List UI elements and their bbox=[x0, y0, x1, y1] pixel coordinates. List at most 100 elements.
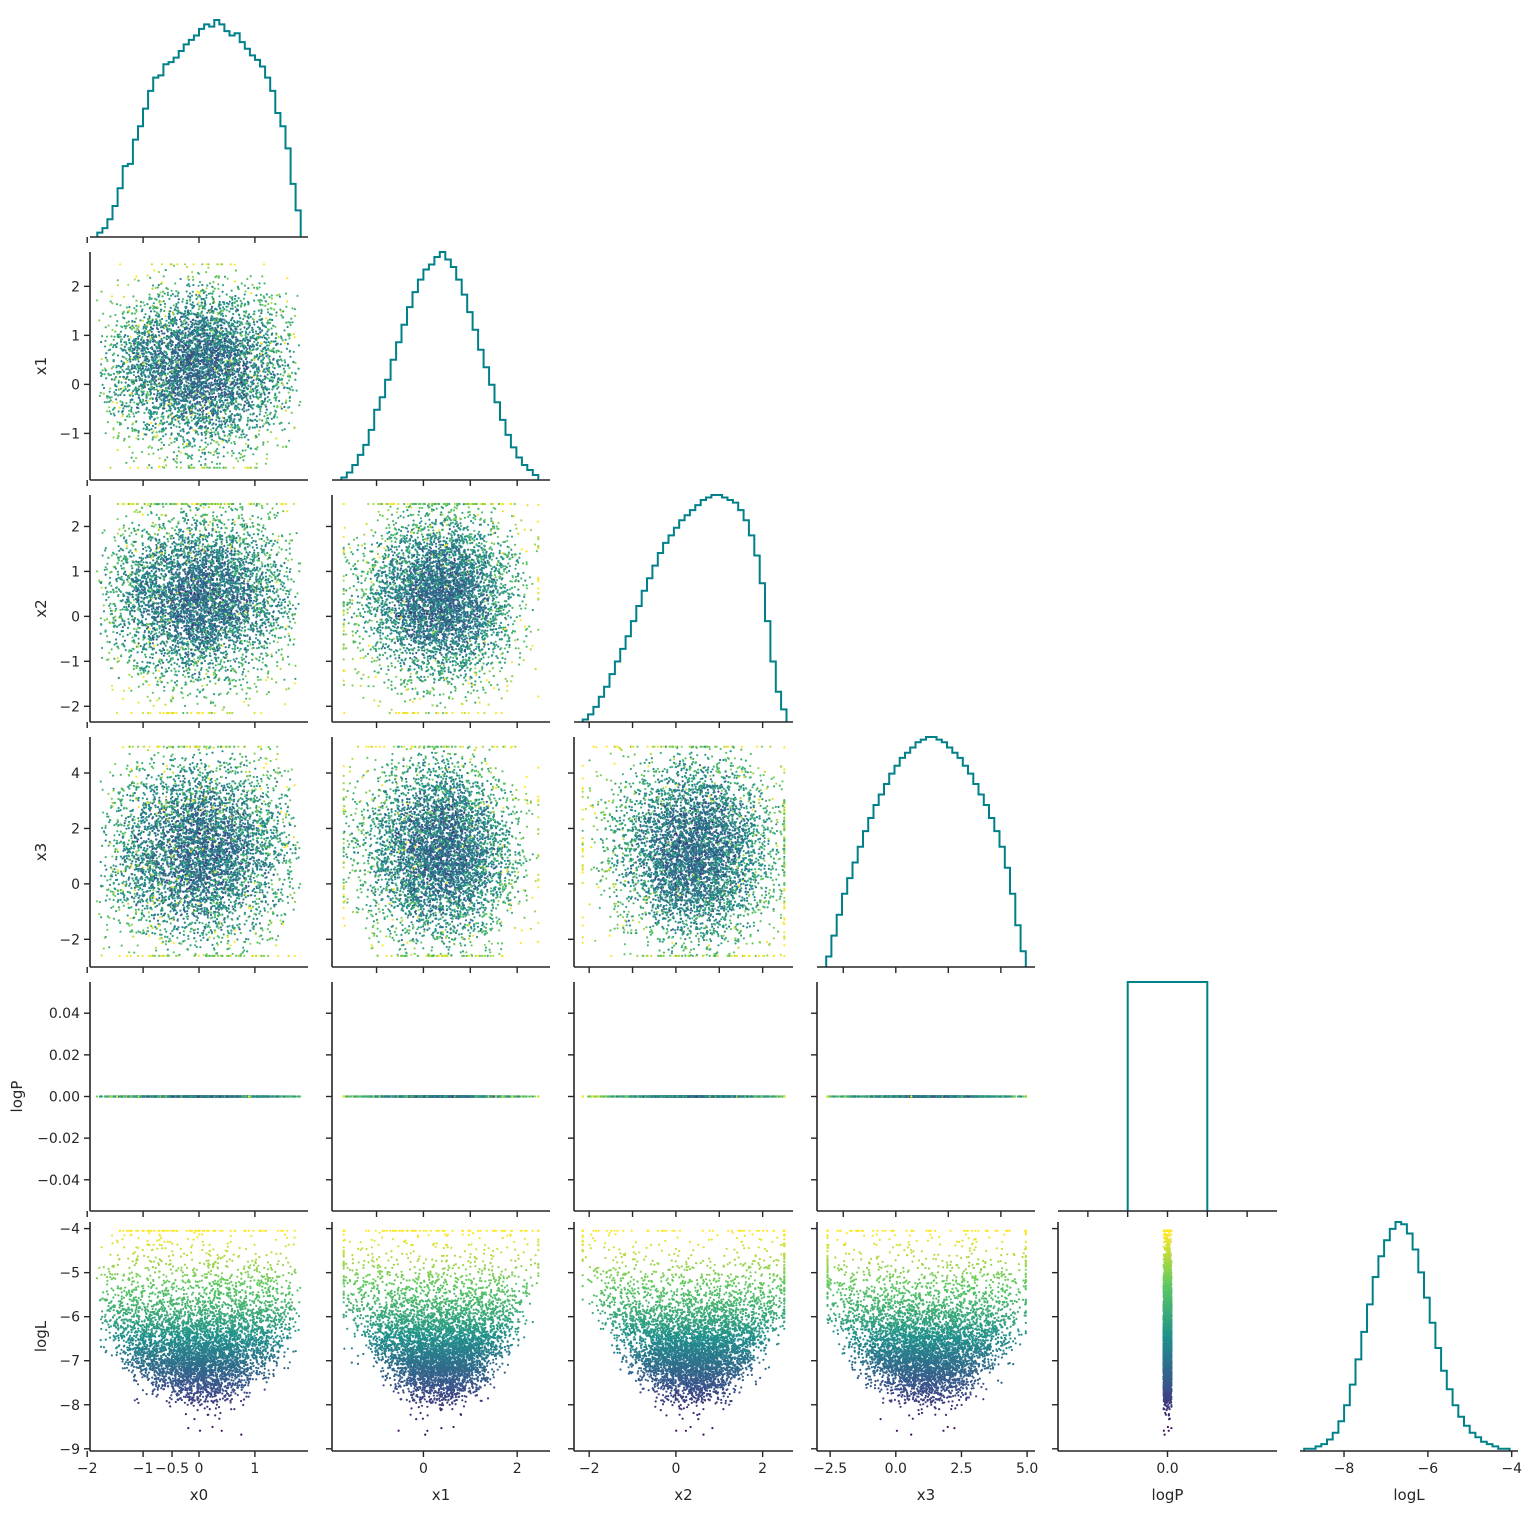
data-point bbox=[125, 327, 127, 329]
data-point bbox=[199, 401, 201, 403]
data-point bbox=[143, 412, 145, 414]
data-point bbox=[129, 467, 131, 469]
data-point bbox=[142, 367, 144, 369]
data-point bbox=[216, 463, 218, 465]
data-point bbox=[280, 335, 282, 337]
data-point bbox=[128, 324, 130, 326]
data-point bbox=[224, 342, 226, 344]
data-point bbox=[168, 325, 170, 327]
data-point bbox=[178, 426, 180, 428]
data-point bbox=[148, 464, 150, 466]
data-point bbox=[144, 304, 146, 306]
data-point bbox=[293, 427, 295, 429]
data-point bbox=[121, 381, 123, 383]
data-point bbox=[166, 421, 168, 423]
data-point bbox=[219, 301, 221, 303]
data-point bbox=[241, 431, 243, 433]
data-point bbox=[250, 316, 252, 318]
data-point bbox=[256, 426, 258, 428]
data-point bbox=[122, 313, 124, 315]
data-point bbox=[291, 412, 293, 414]
data-point bbox=[169, 371, 171, 373]
data-point bbox=[221, 373, 223, 375]
data-point bbox=[153, 393, 155, 395]
data-point bbox=[285, 402, 287, 404]
data-point bbox=[247, 439, 249, 441]
data-point bbox=[222, 291, 224, 293]
data-point bbox=[231, 372, 233, 374]
data-point bbox=[112, 409, 114, 411]
data-point bbox=[285, 410, 287, 412]
data-point bbox=[240, 328, 242, 330]
data-point bbox=[186, 340, 188, 342]
data-point bbox=[224, 333, 226, 335]
data-point bbox=[125, 462, 127, 464]
data-point bbox=[298, 368, 300, 370]
data-point bbox=[132, 452, 134, 454]
data-point bbox=[153, 310, 155, 312]
data-point bbox=[294, 308, 296, 310]
data-point bbox=[210, 330, 212, 332]
data-point bbox=[279, 309, 281, 311]
data-point bbox=[205, 408, 207, 410]
data-point bbox=[156, 389, 158, 391]
data-point bbox=[265, 412, 267, 414]
data-point bbox=[127, 335, 129, 337]
data-point bbox=[285, 322, 287, 324]
data-point bbox=[259, 315, 261, 317]
data-point bbox=[288, 440, 290, 442]
data-point bbox=[270, 302, 272, 304]
data-point bbox=[264, 393, 266, 395]
data-point bbox=[219, 346, 221, 348]
data-point bbox=[215, 380, 217, 382]
data-point bbox=[160, 304, 162, 306]
data-point bbox=[200, 386, 202, 388]
data-point bbox=[176, 309, 178, 311]
data-point bbox=[212, 332, 214, 334]
data-point bbox=[209, 332, 211, 334]
data-point bbox=[207, 443, 209, 445]
data-point bbox=[234, 295, 236, 297]
data-point bbox=[182, 399, 184, 401]
data-point bbox=[255, 390, 257, 392]
data-point bbox=[265, 333, 267, 335]
data-point bbox=[270, 373, 272, 375]
data-point bbox=[161, 332, 163, 334]
data-point bbox=[153, 324, 155, 326]
data-point bbox=[190, 363, 192, 365]
data-point bbox=[186, 373, 188, 375]
data-point bbox=[272, 325, 274, 327]
data-point bbox=[163, 337, 165, 339]
data-point bbox=[219, 463, 221, 465]
data-point bbox=[280, 311, 282, 313]
data-point bbox=[298, 344, 300, 346]
data-point bbox=[233, 441, 235, 443]
data-point bbox=[198, 301, 200, 303]
data-point bbox=[288, 373, 290, 375]
data-point bbox=[165, 427, 167, 429]
data-point bbox=[146, 331, 148, 333]
data-point bbox=[174, 319, 176, 321]
data-point bbox=[287, 326, 289, 328]
data-point bbox=[174, 295, 176, 297]
data-point bbox=[144, 424, 146, 426]
data-point bbox=[119, 376, 121, 378]
data-point bbox=[144, 359, 146, 361]
data-point bbox=[105, 432, 107, 434]
data-point bbox=[141, 310, 143, 312]
data-point bbox=[227, 452, 229, 454]
data-point bbox=[285, 339, 287, 341]
data-point bbox=[253, 334, 255, 336]
histogram-x0 bbox=[97, 20, 300, 237]
data-point bbox=[168, 298, 170, 300]
data-point bbox=[147, 467, 149, 469]
data-point bbox=[261, 419, 263, 421]
data-point bbox=[239, 342, 241, 344]
data-point bbox=[206, 406, 208, 408]
data-point bbox=[231, 290, 233, 292]
data-point bbox=[213, 412, 215, 414]
data-point bbox=[259, 410, 261, 412]
data-point bbox=[168, 322, 170, 324]
data-point bbox=[138, 402, 140, 404]
